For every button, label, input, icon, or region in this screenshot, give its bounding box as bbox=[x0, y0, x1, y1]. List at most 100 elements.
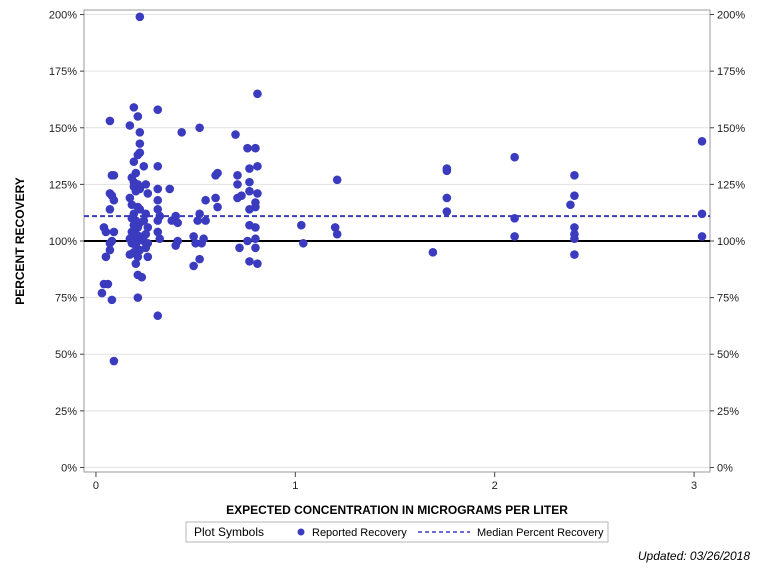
y-tick-label-right: 200% bbox=[717, 10, 745, 22]
data-point bbox=[105, 245, 115, 255]
data-point bbox=[135, 12, 145, 22]
data-point bbox=[125, 193, 135, 203]
y-tick-label-right: 175% bbox=[717, 66, 745, 78]
data-point bbox=[103, 279, 113, 289]
data-point bbox=[133, 293, 143, 302]
data-point bbox=[143, 223, 153, 232]
data-point bbox=[173, 218, 183, 228]
data-point bbox=[195, 254, 204, 264]
legend-box bbox=[185, 521, 609, 543]
data-point bbox=[189, 261, 198, 271]
data-point bbox=[129, 157, 139, 167]
data-point bbox=[165, 184, 175, 194]
data-point bbox=[245, 164, 254, 173]
data-point bbox=[697, 137, 707, 146]
data-points bbox=[97, 12, 707, 366]
data-point bbox=[97, 288, 107, 298]
data-point bbox=[251, 243, 260, 253]
y-tick-label-right: 50% bbox=[717, 349, 739, 361]
data-point bbox=[153, 227, 163, 237]
data-point bbox=[332, 175, 342, 185]
data-point bbox=[189, 232, 198, 241]
data-point bbox=[153, 216, 163, 225]
data-point bbox=[510, 214, 519, 223]
x-tick-label: 1 bbox=[292, 480, 298, 492]
data-point bbox=[153, 184, 163, 194]
axis-ticks: 0% 0% 25% 25% 50% 50% 75% 75% 100% 100% 125% 125% 15… bbox=[49, 10, 745, 492]
data-point bbox=[510, 152, 519, 162]
data-point bbox=[442, 207, 452, 216]
data-point bbox=[570, 171, 579, 180]
data-point bbox=[141, 209, 151, 219]
y-tick-label-right: 125% bbox=[717, 179, 745, 191]
data-point bbox=[155, 234, 165, 244]
data-point bbox=[195, 209, 204, 219]
data-point bbox=[253, 259, 262, 268]
data-point bbox=[141, 229, 151, 239]
legend-label-reported-recovery: Reported Recovery bbox=[312, 527, 407, 539]
y-tick-label-right: 150% bbox=[717, 123, 745, 135]
data-point bbox=[177, 127, 186, 137]
data-point bbox=[245, 186, 254, 196]
data-point bbox=[297, 220, 306, 230]
data-point bbox=[171, 211, 181, 221]
data-point bbox=[251, 202, 260, 212]
data-point bbox=[231, 130, 240, 139]
y-tick-label-left: 125% bbox=[49, 179, 77, 191]
data-point bbox=[141, 180, 151, 189]
y-tick-label-left: 150% bbox=[49, 123, 77, 135]
data-point bbox=[298, 238, 308, 248]
data-point bbox=[251, 143, 260, 153]
data-point bbox=[101, 252, 111, 262]
data-point bbox=[131, 259, 141, 268]
data-point bbox=[330, 223, 340, 232]
x-axis-title: EXPECTED CONCENTRATION IN MICROGRAMS PER… bbox=[226, 503, 568, 517]
data-point bbox=[133, 112, 143, 121]
data-point bbox=[211, 193, 220, 203]
data-point bbox=[697, 232, 707, 241]
data-point bbox=[570, 223, 579, 232]
data-point bbox=[253, 161, 262, 171]
data-point bbox=[153, 195, 163, 205]
data-point bbox=[137, 272, 147, 282]
data-point bbox=[566, 200, 575, 210]
x-tick-label: 3 bbox=[691, 480, 697, 492]
data-point bbox=[442, 193, 452, 203]
data-point bbox=[199, 234, 208, 244]
data-point bbox=[201, 195, 210, 205]
data-point bbox=[213, 202, 222, 212]
data-point bbox=[153, 204, 163, 214]
data-point bbox=[253, 89, 262, 99]
reference-lines bbox=[84, 215, 710, 242]
y-tick-label-left: 25% bbox=[55, 406, 77, 418]
data-point bbox=[237, 191, 246, 201]
data-point bbox=[133, 252, 143, 262]
data-point bbox=[251, 234, 260, 244]
y-tick-label-left: 0% bbox=[61, 462, 77, 474]
data-point bbox=[510, 232, 519, 241]
updated-footnote: Updated: 03/26/2018 bbox=[638, 549, 750, 563]
legend-marker-reported-recovery bbox=[297, 528, 305, 536]
data-point bbox=[139, 216, 149, 225]
data-point bbox=[125, 121, 135, 130]
legend-label-median-percent-recovery: Median Percent Recovery bbox=[477, 527, 604, 539]
data-point bbox=[153, 105, 163, 114]
data-point bbox=[109, 171, 119, 180]
data-point bbox=[109, 227, 119, 237]
data-point bbox=[107, 295, 117, 305]
y-tick-label-right: 100% bbox=[717, 236, 745, 248]
data-point bbox=[135, 148, 145, 157]
legend-title: Plot Symbols bbox=[194, 525, 264, 539]
y-tick-label-right: 25% bbox=[717, 406, 739, 418]
data-point bbox=[109, 356, 119, 366]
data-point bbox=[570, 250, 579, 259]
data-point bbox=[135, 204, 145, 214]
data-point bbox=[125, 250, 135, 259]
y-tick-label-left: 175% bbox=[49, 66, 77, 78]
y-axis-title: PERCENT RECOVERY bbox=[13, 177, 27, 305]
data-point bbox=[131, 186, 141, 196]
data-point bbox=[332, 229, 342, 239]
data-point bbox=[442, 166, 452, 176]
y-tick-label-left: 100% bbox=[49, 236, 77, 248]
